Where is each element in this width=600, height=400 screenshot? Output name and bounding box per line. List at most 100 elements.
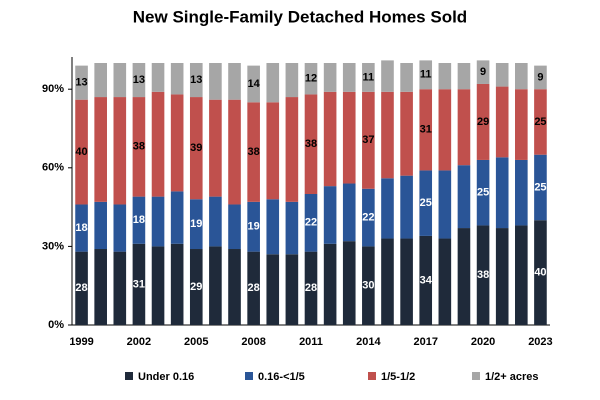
bar-segment [495,228,509,325]
bar-segment [151,63,165,92]
bar-segment [228,249,241,325]
bar-segment [438,89,452,171]
bar-segment [419,60,433,90]
data-label: 31 [420,124,432,136]
bar-segment [247,65,260,103]
bar-segment [75,99,88,205]
bar-segment [476,83,490,160]
bar-segment [515,225,528,325]
bar-segment [228,99,241,205]
legend-swatch [125,372,133,380]
bar-segment [94,63,107,98]
x-tick-label: 2011 [299,336,323,348]
bar-segment [151,91,165,197]
bar-segment [228,63,241,100]
bar-segment [209,246,222,325]
y-tick-label: 30% [42,240,64,252]
x-tick-label: 2023 [528,336,552,348]
x-tick-label: 2002 [127,336,151,348]
legend-label: Under 0.16 [138,371,194,383]
bar-segment [381,91,394,179]
x-tick-label: 2008 [241,336,265,348]
data-label: 34 [420,274,433,286]
bar-segment [285,254,299,325]
bar-segment [132,196,146,244]
bar-segment [457,89,471,166]
bar-segment [419,170,433,236]
legend-label: 1/2+ acres [485,371,539,383]
bar-segment [419,235,433,325]
bar-segment [381,238,394,325]
bar-segment [266,199,280,255]
x-tick-label: 2014 [356,336,381,348]
bar-segment [495,63,509,87]
bar-segment [132,63,146,98]
data-label: 38 [305,138,317,150]
bar-segment [209,196,222,247]
bar-segment [75,251,88,325]
bar-segment [323,243,337,325]
data-label: 9 [480,66,486,78]
bar-segment [304,251,318,325]
y-tick-label: 90% [42,83,64,95]
bar-segment [515,89,528,160]
bar-segment [495,86,509,158]
y-tick-label: 0% [48,319,64,331]
legend-label: 1/5-1/2 [381,371,415,383]
bar-segment [247,201,260,252]
bar-segment [438,63,452,90]
bar-segment [94,249,107,325]
data-label: 28 [248,282,260,294]
bar-segment [457,228,471,325]
bar-segment [247,102,260,202]
data-label: 38 [248,146,260,158]
bar-segment [209,99,222,197]
bar-segment [266,102,280,200]
bar-segment [362,188,375,247]
bar-segment [438,238,452,325]
bar-segment [132,243,146,325]
bar-segment [189,249,203,325]
bar-segment [189,97,203,200]
data-label: 13 [75,77,87,89]
data-label: 11 [420,69,432,81]
bar-segment [247,251,260,325]
bar-segment [266,63,280,103]
bar-segment [304,94,318,194]
bar-segment [151,246,165,325]
bar-segment [323,186,337,244]
bar-segment [342,91,356,184]
x-tick-label: 2020 [471,336,495,348]
legend-label: 0.16-<1/5 [258,371,305,383]
data-label: 30 [362,280,374,292]
data-label: 11 [363,71,375,83]
bar-segment [515,159,528,226]
bar-segment [94,201,107,250]
legend-swatch [245,372,253,380]
data-label: 25 [420,197,432,209]
bar-segment [515,63,528,90]
data-label: 12 [305,73,317,85]
data-label: 38 [477,269,489,281]
bar-segment [438,170,452,239]
data-label: 28 [75,282,87,294]
bar-segment [285,201,299,255]
bar-segment [170,243,184,325]
bar-segment [362,246,375,325]
bar-segment [400,91,413,176]
bar-segment [189,199,203,250]
data-label: 29 [190,281,202,293]
bar-segment [113,251,127,325]
data-label: 25 [534,181,546,193]
data-label: 13 [190,74,202,86]
bar-segment [362,91,375,189]
data-label: 37 [362,134,374,146]
bar-segment [381,178,394,239]
data-label: 22 [305,217,317,229]
bar-segment [151,196,165,247]
bar-segment [342,241,356,325]
bar-segment [534,65,547,90]
bar-segment [381,60,394,92]
bar-segment [113,97,127,205]
